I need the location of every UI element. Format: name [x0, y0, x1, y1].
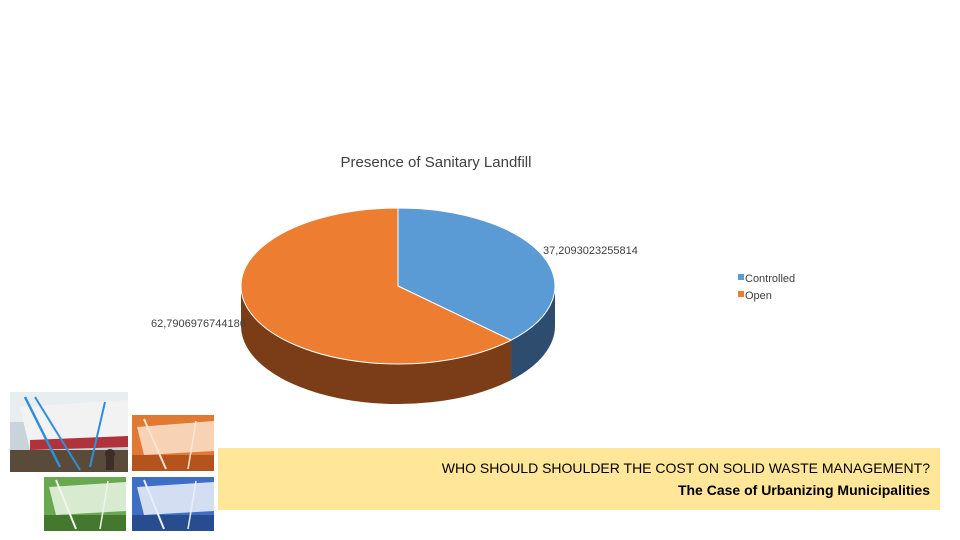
ship-photo-green-image — [44, 477, 126, 531]
legend-swatch-open — [738, 291, 744, 297]
pie-side-open — [241, 286, 512, 404]
legend-swatch-controlled — [738, 274, 744, 280]
data-label-controlled: 37,2093023255814 — [543, 245, 638, 257]
chart-title: Presence of Sanitary Landfill — [341, 154, 532, 171]
legend: Controlled Open — [738, 273, 795, 302]
ship-photo-image — [10, 392, 128, 472]
legend-label-open: Open — [745, 290, 772, 302]
legend-label-controlled: Controlled — [745, 273, 795, 285]
pie-plot-area — [240, 207, 556, 404]
banner-subtitle: The Case of Urbanizing Municipalities — [677, 482, 930, 498]
thumbnail-photo-green — [44, 477, 126, 531]
ship-photo-blue-image — [132, 477, 214, 531]
data-label-open: 62,7906976744186 — [151, 318, 246, 330]
pie-slice-controlled — [397, 207, 556, 341]
thumbnail-photo-original — [10, 392, 128, 472]
ship-photo-orange-image — [132, 415, 214, 471]
pie-side-controlled — [511, 286, 555, 381]
thumbnail-photo-blue — [132, 477, 214, 531]
banner-title: WHO SHOULD SHOULDER THE COST ON SOLID WA… — [441, 460, 930, 476]
pie-slice-open — [240, 207, 513, 365]
title-banner: WHO SHOULD SHOULDER THE COST ON SOLID WA… — [218, 448, 940, 510]
thumbnail-photo-orange — [132, 415, 214, 471]
